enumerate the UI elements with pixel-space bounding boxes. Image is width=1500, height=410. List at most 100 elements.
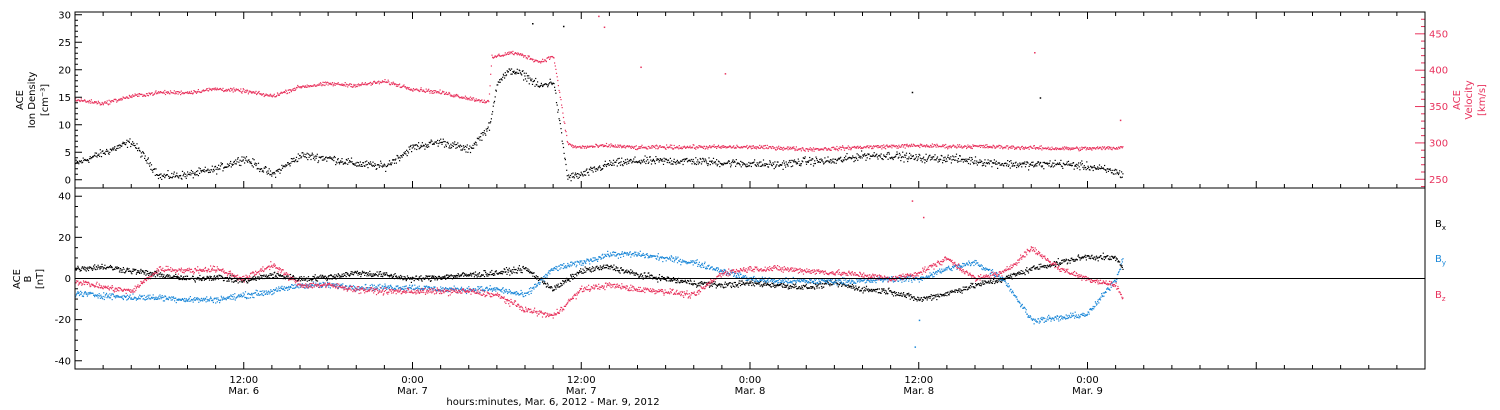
field-point-x: [75, 268, 77, 270]
velocity-point: [253, 91, 255, 93]
field-point-x: [648, 272, 650, 274]
density-point: [421, 142, 423, 144]
velocity-point: [418, 89, 420, 91]
velocity-point: [771, 147, 773, 150]
density-point: [347, 158, 349, 160]
density-point: [663, 157, 665, 159]
field-point-x: [943, 295, 945, 297]
density-point: [805, 163, 808, 165]
density-point: [271, 172, 273, 174]
velocity-point: [855, 147, 858, 149]
field-point-x: [915, 298, 918, 300]
density-point: [256, 163, 258, 165]
field-point-x: [748, 282, 751, 284]
density-point: [876, 156, 878, 158]
field-point-x: [878, 288, 880, 290]
field-point-x: [302, 279, 304, 281]
field-point-x: [940, 293, 942, 295]
velocity-point: [106, 102, 108, 104]
field-point-x: [265, 276, 267, 278]
density-point: [1048, 165, 1050, 167]
field-point-x: [667, 277, 670, 279]
velocity-point: [163, 91, 165, 93]
density-point: [562, 146, 565, 149]
velocity-point: [609, 144, 611, 146]
density-point: [824, 161, 827, 163]
velocity-point: [466, 96, 468, 99]
density-point: [186, 175, 188, 177]
density-point: [621, 157, 623, 159]
density-point: [865, 159, 867, 161]
field-point-x: [850, 285, 852, 288]
density-point: [1017, 166, 1020, 168]
density-point: [739, 164, 741, 166]
velocity-point: [762, 147, 764, 149]
field-point-x: [817, 284, 819, 286]
field-point-x: [701, 282, 703, 284]
velocity-point: [162, 92, 164, 94]
density-point: [570, 180, 572, 182]
density-point: [351, 161, 353, 163]
field-point-x: [441, 278, 443, 280]
density-point: [723, 162, 725, 164]
field-point-x: [75, 269, 77, 271]
density-point: [278, 168, 280, 170]
density-point: [628, 162, 630, 164]
velocity-point: [274, 96, 276, 98]
density-point: [591, 169, 593, 172]
density-point: [483, 132, 485, 134]
field-point-x: [274, 271, 276, 273]
field-point-x: [607, 265, 609, 267]
velocity-point: [520, 53, 522, 55]
velocity-point: [231, 88, 234, 90]
field-point-x: [377, 275, 379, 277]
velocity-point: [836, 145, 838, 148]
density-point: [717, 160, 720, 162]
density-point: [872, 154, 874, 156]
field-point-x: [547, 284, 549, 286]
velocity-point: [84, 99, 86, 101]
density-point: [659, 159, 661, 162]
field-point-x: [305, 279, 307, 281]
density-point: [354, 164, 356, 166]
field-point-x: [382, 272, 384, 274]
field-point-x: [486, 275, 488, 277]
density-point: [382, 164, 384, 166]
velocity-point: [233, 89, 235, 91]
density-point: [175, 175, 177, 177]
velocity-point: [192, 93, 194, 95]
velocity-point: [591, 145, 593, 147]
velocity-point: [138, 95, 140, 97]
field-point-x: [576, 275, 578, 277]
density-point: [967, 158, 969, 160]
field-point-x: [715, 283, 717, 286]
velocity-point: [971, 147, 973, 150]
density-point: [1035, 163, 1037, 165]
field-point-x: [610, 264, 612, 267]
field-point-x: [853, 286, 855, 289]
density-point: [449, 147, 451, 149]
density-point: [128, 140, 130, 142]
field-point-x: [930, 294, 932, 296]
density-point: [1019, 162, 1021, 164]
velocity-point: [445, 91, 447, 93]
velocity-point: [1107, 146, 1109, 148]
density-point: [1066, 163, 1068, 165]
field-point-x: [959, 288, 961, 290]
field-point-x: [94, 264, 96, 266]
velocity-point: [386, 81, 388, 84]
field-point-x: [226, 280, 228, 282]
velocity-point: [1004, 147, 1006, 149]
density-point: [842, 161, 844, 163]
velocity-point: [78, 100, 80, 102]
velocity-point: [188, 91, 191, 93]
density-point: [488, 122, 490, 124]
velocity-point: [1089, 148, 1091, 150]
velocity-point: [285, 89, 287, 91]
velocity-point: [1106, 147, 1108, 149]
field-point-x: [477, 275, 479, 277]
field-point-x: [139, 272, 141, 274]
density-point: [769, 161, 771, 163]
density-point: [911, 155, 913, 158]
density-point: [1033, 166, 1035, 168]
